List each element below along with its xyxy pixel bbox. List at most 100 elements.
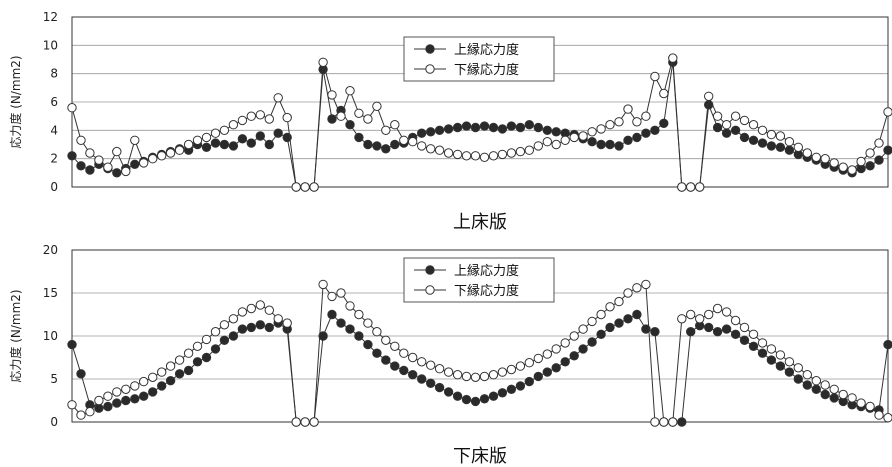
panel1-series-2-point xyxy=(614,117,624,127)
panel2-series-2-point xyxy=(623,288,633,298)
panel1-series-1-point xyxy=(264,139,274,150)
panel2-series-2-point xyxy=(569,331,579,341)
panel2-series-2-point xyxy=(704,309,714,320)
panel2-series-2-point xyxy=(363,318,373,328)
panel2-series-2-point xyxy=(686,309,696,320)
panel2-series-1-point xyxy=(103,401,113,412)
panel2-series-2-point xyxy=(793,363,803,373)
panel2-series-2-point xyxy=(659,417,669,427)
panel1-series-2-point xyxy=(748,120,759,130)
panel2-series-1-point xyxy=(533,371,543,382)
panel1-series-1-point xyxy=(596,139,606,150)
panel2-series-1-point xyxy=(443,387,454,397)
panel1-series-1-point xyxy=(497,124,508,134)
panel2-series-1-point xyxy=(94,403,104,413)
panel2-series-1-point xyxy=(408,370,418,380)
panel2-series-2-point xyxy=(318,279,328,290)
panel2-series-1-point xyxy=(165,376,176,386)
panel2-series-1-point xyxy=(399,365,409,376)
panel2-series-1-point xyxy=(542,367,552,377)
panel1-series-1-point xyxy=(327,114,337,124)
panel2-series-1-point xyxy=(623,314,633,324)
panel1-series-1-point xyxy=(255,131,265,141)
panel1-series-2-point xyxy=(677,182,687,192)
panel1-series-1-point xyxy=(551,127,561,137)
panel1-series-2-point xyxy=(255,110,265,120)
panel1-series-1-point xyxy=(417,128,427,138)
panel2-series-1-point xyxy=(426,378,436,388)
panel2-series-2-point xyxy=(183,348,194,358)
panel1-series-2-point xyxy=(434,145,445,155)
panel2-series-1-point xyxy=(775,361,786,371)
panel2-series-2-point xyxy=(291,417,301,427)
panel2-series-2-point xyxy=(838,389,848,400)
panel1-series-2-point xyxy=(820,154,830,164)
panel2-series-1-point xyxy=(148,387,158,397)
panel1-series-2-point xyxy=(67,103,77,113)
panel2-series-2-point xyxy=(461,371,472,382)
panel2-series-1-point xyxy=(210,344,221,354)
panel2-series-2-point xyxy=(372,327,382,337)
panel2-series-2-point xyxy=(497,367,508,377)
panel1-legend-label: 下縁応力度 xyxy=(454,62,519,78)
panel1-series-2-point xyxy=(739,115,750,126)
panel1-series-2-point xyxy=(201,132,212,143)
panel1-series-2-point xyxy=(76,135,86,146)
panel1-series-2-point xyxy=(408,137,418,147)
panel1-series-2-point xyxy=(470,151,481,161)
panel2-series-2-point xyxy=(417,357,427,367)
panel1-series-2-point xyxy=(578,131,588,141)
panel2-series-1-point xyxy=(255,320,265,330)
panel2-series-2-point xyxy=(174,355,185,365)
panel2-series-1-point xyxy=(363,339,373,350)
panel2-series-2-point xyxy=(650,417,660,427)
panel1-series-2-point xyxy=(524,145,534,155)
panel1-series-1-point xyxy=(659,118,669,129)
panel1-caption: 上床版 xyxy=(453,212,507,233)
panel1-series-1-point xyxy=(784,145,795,155)
panel1-y-axis-label: 応力度 (N/mm2) xyxy=(8,55,23,148)
panel2-series-1-point xyxy=(739,335,750,345)
panel1-series-2-point xyxy=(183,139,194,150)
panel2-series-2-point xyxy=(775,350,786,360)
panel1-series-2-point xyxy=(336,111,346,121)
panel2-series-1-point xyxy=(327,309,337,320)
panel2-series-1-point xyxy=(650,327,660,337)
panel1-series-1-point xyxy=(461,121,472,131)
panel2-ytick-label: 20 xyxy=(43,243,58,257)
panel2-series-1-point xyxy=(470,396,481,407)
panel2-series-1-point xyxy=(686,327,696,337)
panel2-series-2-point xyxy=(551,344,561,354)
panel2-series-2-point xyxy=(506,364,517,375)
panel2-series-2-point xyxy=(85,407,95,417)
panel1-ytick-label: 8 xyxy=(50,67,58,81)
panel1-series-2-point xyxy=(112,146,122,157)
panel2-series-1-point xyxy=(488,391,499,401)
panel1-series-1-point xyxy=(739,132,750,143)
panel1-series-2-point xyxy=(443,148,454,158)
panel1-series-2-point xyxy=(811,152,821,163)
panel2-series-1-point xyxy=(76,369,86,379)
panel2-series-2-point xyxy=(641,279,651,290)
panel1-series-2-point xyxy=(157,151,167,161)
panel2-legend-marker xyxy=(425,265,435,275)
panel2-series-1-point xyxy=(766,355,777,365)
panel1-series-1-point xyxy=(650,125,660,136)
panel2-series-1-point xyxy=(174,369,185,379)
panel1-series-2-point xyxy=(569,132,579,143)
panel1-series-1-point xyxy=(390,139,400,150)
panel2-series-2-point xyxy=(632,283,642,293)
panel2-series-2-point xyxy=(201,334,212,345)
panel1-series-1-point xyxy=(237,134,248,144)
panel1-series-1-point xyxy=(443,124,454,134)
panel2-series-1-point xyxy=(354,331,364,341)
panel1-series-2-point xyxy=(282,112,292,123)
panel1-ytick-label: 2 xyxy=(50,152,58,166)
panel2-series-2-point xyxy=(587,316,597,327)
panel2-series-2-point xyxy=(228,314,239,324)
panel2-series-2-point xyxy=(76,410,86,420)
panel2-series-1-point xyxy=(192,357,203,367)
panel1-series-1-point xyxy=(470,122,481,133)
panel1-series-1-point xyxy=(354,132,364,143)
panel1-ytick-label: 12 xyxy=(43,10,58,24)
